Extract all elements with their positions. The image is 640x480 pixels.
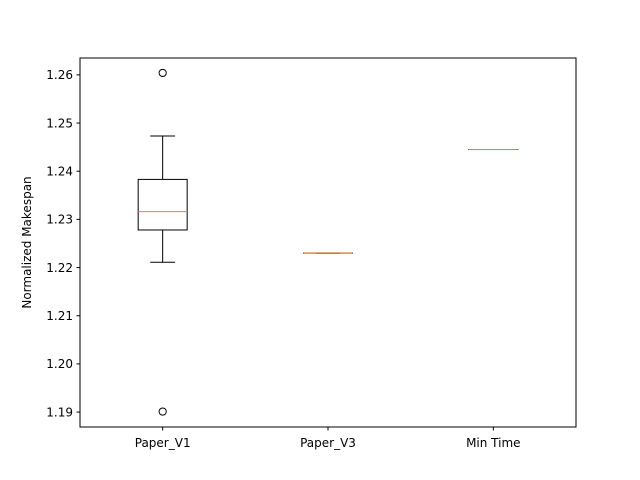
outlier-point [158, 68, 167, 78]
y-tick-label: 1.25 [46, 116, 73, 130]
y-tick-label: 1.24 [46, 165, 73, 179]
x-tick-label: Paper_V3 [300, 436, 356, 450]
plot-marks [137, 68, 519, 416]
y-axis-label: Normalized Makespan [20, 176, 34, 308]
y-tick-label: 1.23 [46, 213, 73, 227]
outlier-point [158, 407, 167, 416]
y-tick-label: 1.21 [46, 309, 73, 323]
y-tick-label: 1.19 [46, 405, 73, 419]
x-tick-label: Paper_V1 [135, 436, 191, 450]
y-tick-label: 1.22 [46, 261, 73, 275]
x-tick-label: Min Time [466, 436, 520, 450]
y-tick-label: 1.26 [46, 68, 73, 82]
box-group [137, 68, 188, 416]
y-axis: 1.19 1.20 1.21 1.22 1.23 1.24 1.25 1.26 [46, 68, 80, 419]
box-iqr [137, 178, 188, 231]
x-axis: Paper_V1 Paper_V3 Min Time [135, 427, 521, 450]
y-tick-label: 1.20 [46, 357, 73, 371]
